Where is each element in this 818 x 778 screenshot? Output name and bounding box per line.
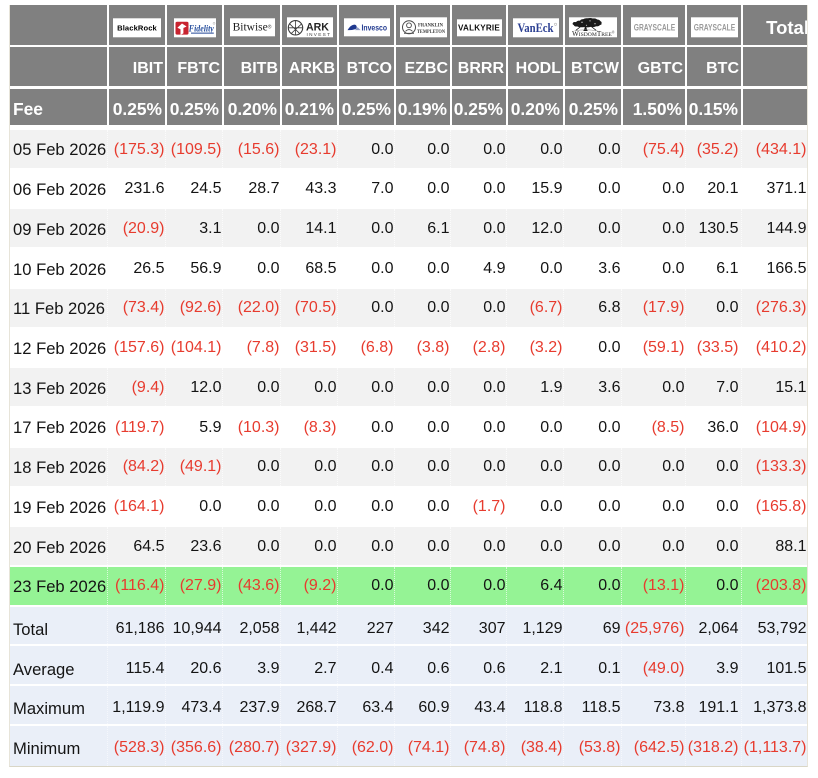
svg-text:ARK: ARK — [306, 22, 329, 34]
svg-text:Invesco: Invesco — [361, 23, 387, 33]
svg-text:FRANKLIN: FRANKLIN — [418, 23, 443, 29]
svg-text:WISDOMTREE®: WISDOMTREE® — [572, 30, 615, 38]
svg-text:VanEck: VanEck — [517, 21, 553, 35]
svg-text:GRAYSCALE: GRAYSCALE — [633, 23, 675, 33]
svg-text:TEMPLETON: TEMPLETON — [417, 29, 445, 35]
svg-text:Fidelity: Fidelity — [187, 23, 213, 34]
svg-text:GRAYSCALE: GRAYSCALE — [693, 23, 735, 33]
svg-text:INVEST: INVEST — [306, 32, 331, 37]
